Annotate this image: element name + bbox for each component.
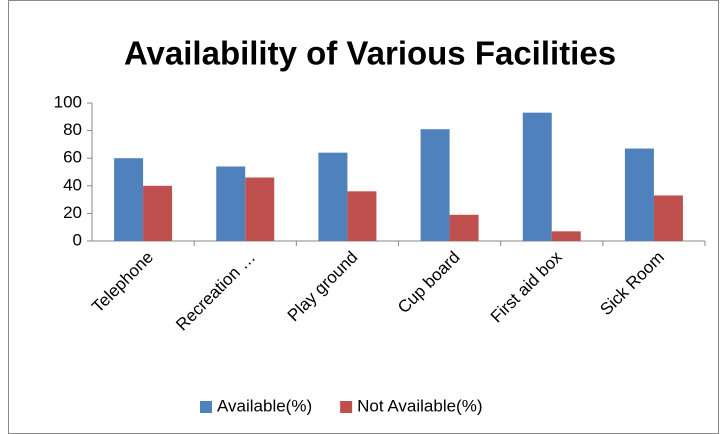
legend-label: Not Available(%) xyxy=(357,396,482,415)
y-tick-label: 80 xyxy=(63,120,82,139)
y-tick-label: 40 xyxy=(63,175,82,194)
bar xyxy=(114,158,144,241)
bar xyxy=(216,166,246,241)
bar xyxy=(449,214,479,241)
bar xyxy=(245,177,275,241)
bar xyxy=(318,152,348,241)
legend-swatch xyxy=(340,401,353,413)
legend-label: Available(%) xyxy=(217,396,312,415)
bar xyxy=(653,195,683,241)
bar xyxy=(624,148,654,241)
bar xyxy=(347,191,377,241)
y-tick-label: 0 xyxy=(73,230,82,249)
legend-swatch xyxy=(200,401,212,413)
y-tick-label: 100 xyxy=(54,92,82,111)
bar xyxy=(143,185,173,241)
y-tick-label: 20 xyxy=(63,203,82,222)
bar xyxy=(551,231,581,241)
bar xyxy=(420,129,450,241)
y-tick-label: 60 xyxy=(63,148,82,167)
bar xyxy=(522,112,552,241)
chart-title: Availability of Various Facilities xyxy=(124,35,616,72)
